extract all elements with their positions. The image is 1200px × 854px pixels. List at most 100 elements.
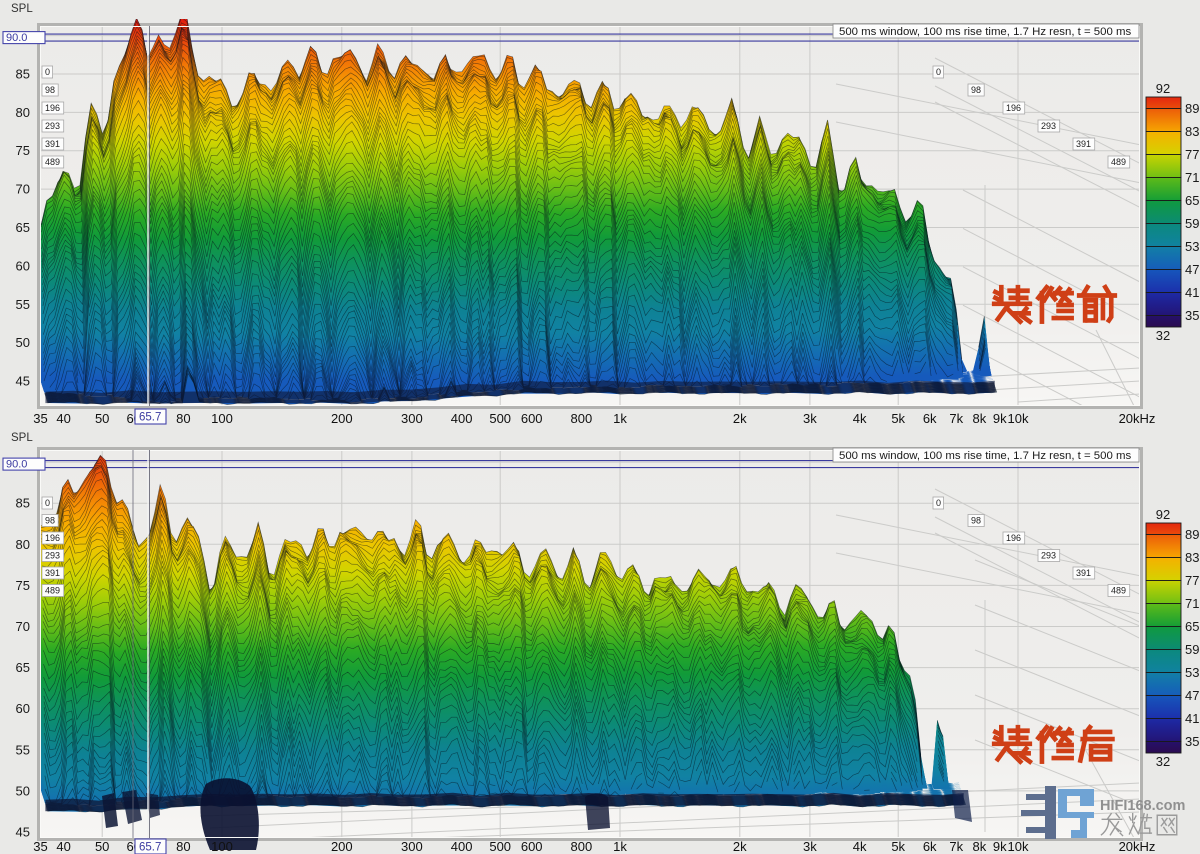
svg-text:32: 32 [1156,754,1170,769]
svg-text:98: 98 [45,85,55,95]
svg-text:20kHz: 20kHz [1119,839,1156,854]
svg-text:35: 35 [1185,308,1199,323]
svg-text:800: 800 [571,839,593,854]
svg-text:53: 53 [1185,239,1199,254]
svg-text:6k: 6k [923,411,937,426]
svg-text:83: 83 [1185,550,1199,565]
svg-text:71: 71 [1185,596,1199,611]
svg-text:3k: 3k [803,839,817,854]
svg-text:89: 89 [1185,527,1199,542]
svg-text:7k: 7k [949,411,963,426]
svg-text:59: 59 [1185,642,1199,657]
svg-text:85: 85 [16,67,30,82]
svg-text:98: 98 [45,516,55,526]
svg-text:6k: 6k [923,839,937,854]
svg-text:65: 65 [16,220,30,235]
svg-text:77: 77 [1185,573,1199,588]
svg-text:1k: 1k [613,411,627,426]
svg-text:77: 77 [1185,147,1199,162]
svg-text:196: 196 [45,103,60,113]
svg-text:293: 293 [45,551,60,561]
svg-text:1k: 1k [613,839,627,854]
svg-text:300: 300 [401,839,423,854]
svg-text:391: 391 [45,568,60,578]
svg-text:391: 391 [1076,139,1091,149]
svg-text:65: 65 [1185,193,1199,208]
svg-text:45: 45 [16,825,30,840]
svg-text:90.0: 90.0 [6,32,27,44]
svg-text:53: 53 [1185,665,1199,680]
svg-text:500 ms window, 100 ms rise tim: 500 ms window, 100 ms rise time, 1.7 Hz … [839,450,1131,462]
svg-text:600: 600 [521,411,543,426]
svg-text:4k: 4k [853,411,867,426]
svg-text:60: 60 [16,258,30,273]
svg-text:196: 196 [45,533,60,543]
svg-text:50: 50 [16,783,30,798]
svg-text:HIFI168.com: HIFI168.com [1100,798,1185,814]
svg-text:293: 293 [1041,551,1056,561]
svg-text:391: 391 [45,139,60,149]
svg-text:489: 489 [45,157,60,167]
svg-text:8k: 8k [973,839,987,854]
svg-text:92: 92 [1156,507,1170,522]
svg-text:89: 89 [1185,101,1199,116]
svg-text:400: 400 [451,411,473,426]
svg-text:391: 391 [1076,568,1091,578]
svg-text:75: 75 [16,578,30,593]
svg-text:98: 98 [971,516,981,526]
svg-text:500 ms window, 100 ms rise tim: 500 ms window, 100 ms rise time, 1.7 Hz … [839,26,1131,38]
svg-text:71: 71 [1185,170,1199,185]
svg-text:200: 200 [331,411,353,426]
svg-text:400: 400 [451,839,473,854]
svg-text:100: 100 [211,839,233,854]
svg-text:500: 500 [489,411,511,426]
svg-text:9k: 9k [993,411,1007,426]
svg-text:35: 35 [33,411,47,426]
svg-text:10k: 10k [1008,411,1029,426]
svg-text:489: 489 [45,586,60,596]
svg-text:35: 35 [33,839,47,854]
svg-text:196: 196 [1006,103,1021,113]
svg-text:300: 300 [401,411,423,426]
svg-text:90.0: 90.0 [6,459,27,471]
svg-text:80: 80 [16,537,30,552]
svg-text:600: 600 [521,839,543,854]
svg-text:65: 65 [1185,619,1199,634]
svg-text:65.7: 65.7 [139,842,161,854]
svg-text:59: 59 [1185,216,1199,231]
svg-text:40: 40 [56,411,70,426]
svg-text:200: 200 [331,839,353,854]
svg-text:293: 293 [45,121,60,131]
svg-text:20kHz: 20kHz [1119,411,1156,426]
svg-text:50: 50 [16,335,30,350]
svg-text:2k: 2k [733,411,747,426]
svg-text:80: 80 [176,411,190,426]
svg-text:SPL: SPL [11,3,33,15]
svg-text:8k: 8k [973,411,987,426]
svg-text:7k: 7k [949,839,963,854]
svg-text:40: 40 [56,839,70,854]
svg-text:70: 70 [16,619,30,634]
svg-text:50: 50 [95,839,109,854]
svg-text:0: 0 [936,498,941,508]
svg-text:SPL: SPL [11,432,33,444]
svg-text:60: 60 [16,701,30,716]
svg-text:98: 98 [971,85,981,95]
svg-text:489: 489 [1111,157,1126,167]
svg-text:32: 32 [1156,328,1170,343]
svg-text:5k: 5k [891,839,905,854]
svg-text:92: 92 [1156,81,1170,96]
svg-text:85: 85 [16,496,30,511]
svg-text:83: 83 [1185,124,1199,139]
svg-text:293: 293 [1041,121,1056,131]
svg-text:10k: 10k [1008,839,1029,854]
svg-text:55: 55 [16,297,30,312]
svg-text:0: 0 [45,498,50,508]
svg-text:80: 80 [176,839,190,854]
svg-text:0: 0 [936,67,941,77]
svg-text:50: 50 [95,411,109,426]
svg-text:47: 47 [1185,262,1199,277]
svg-text:35: 35 [1185,734,1199,749]
svg-text:80: 80 [16,105,30,120]
svg-text:65: 65 [16,660,30,675]
